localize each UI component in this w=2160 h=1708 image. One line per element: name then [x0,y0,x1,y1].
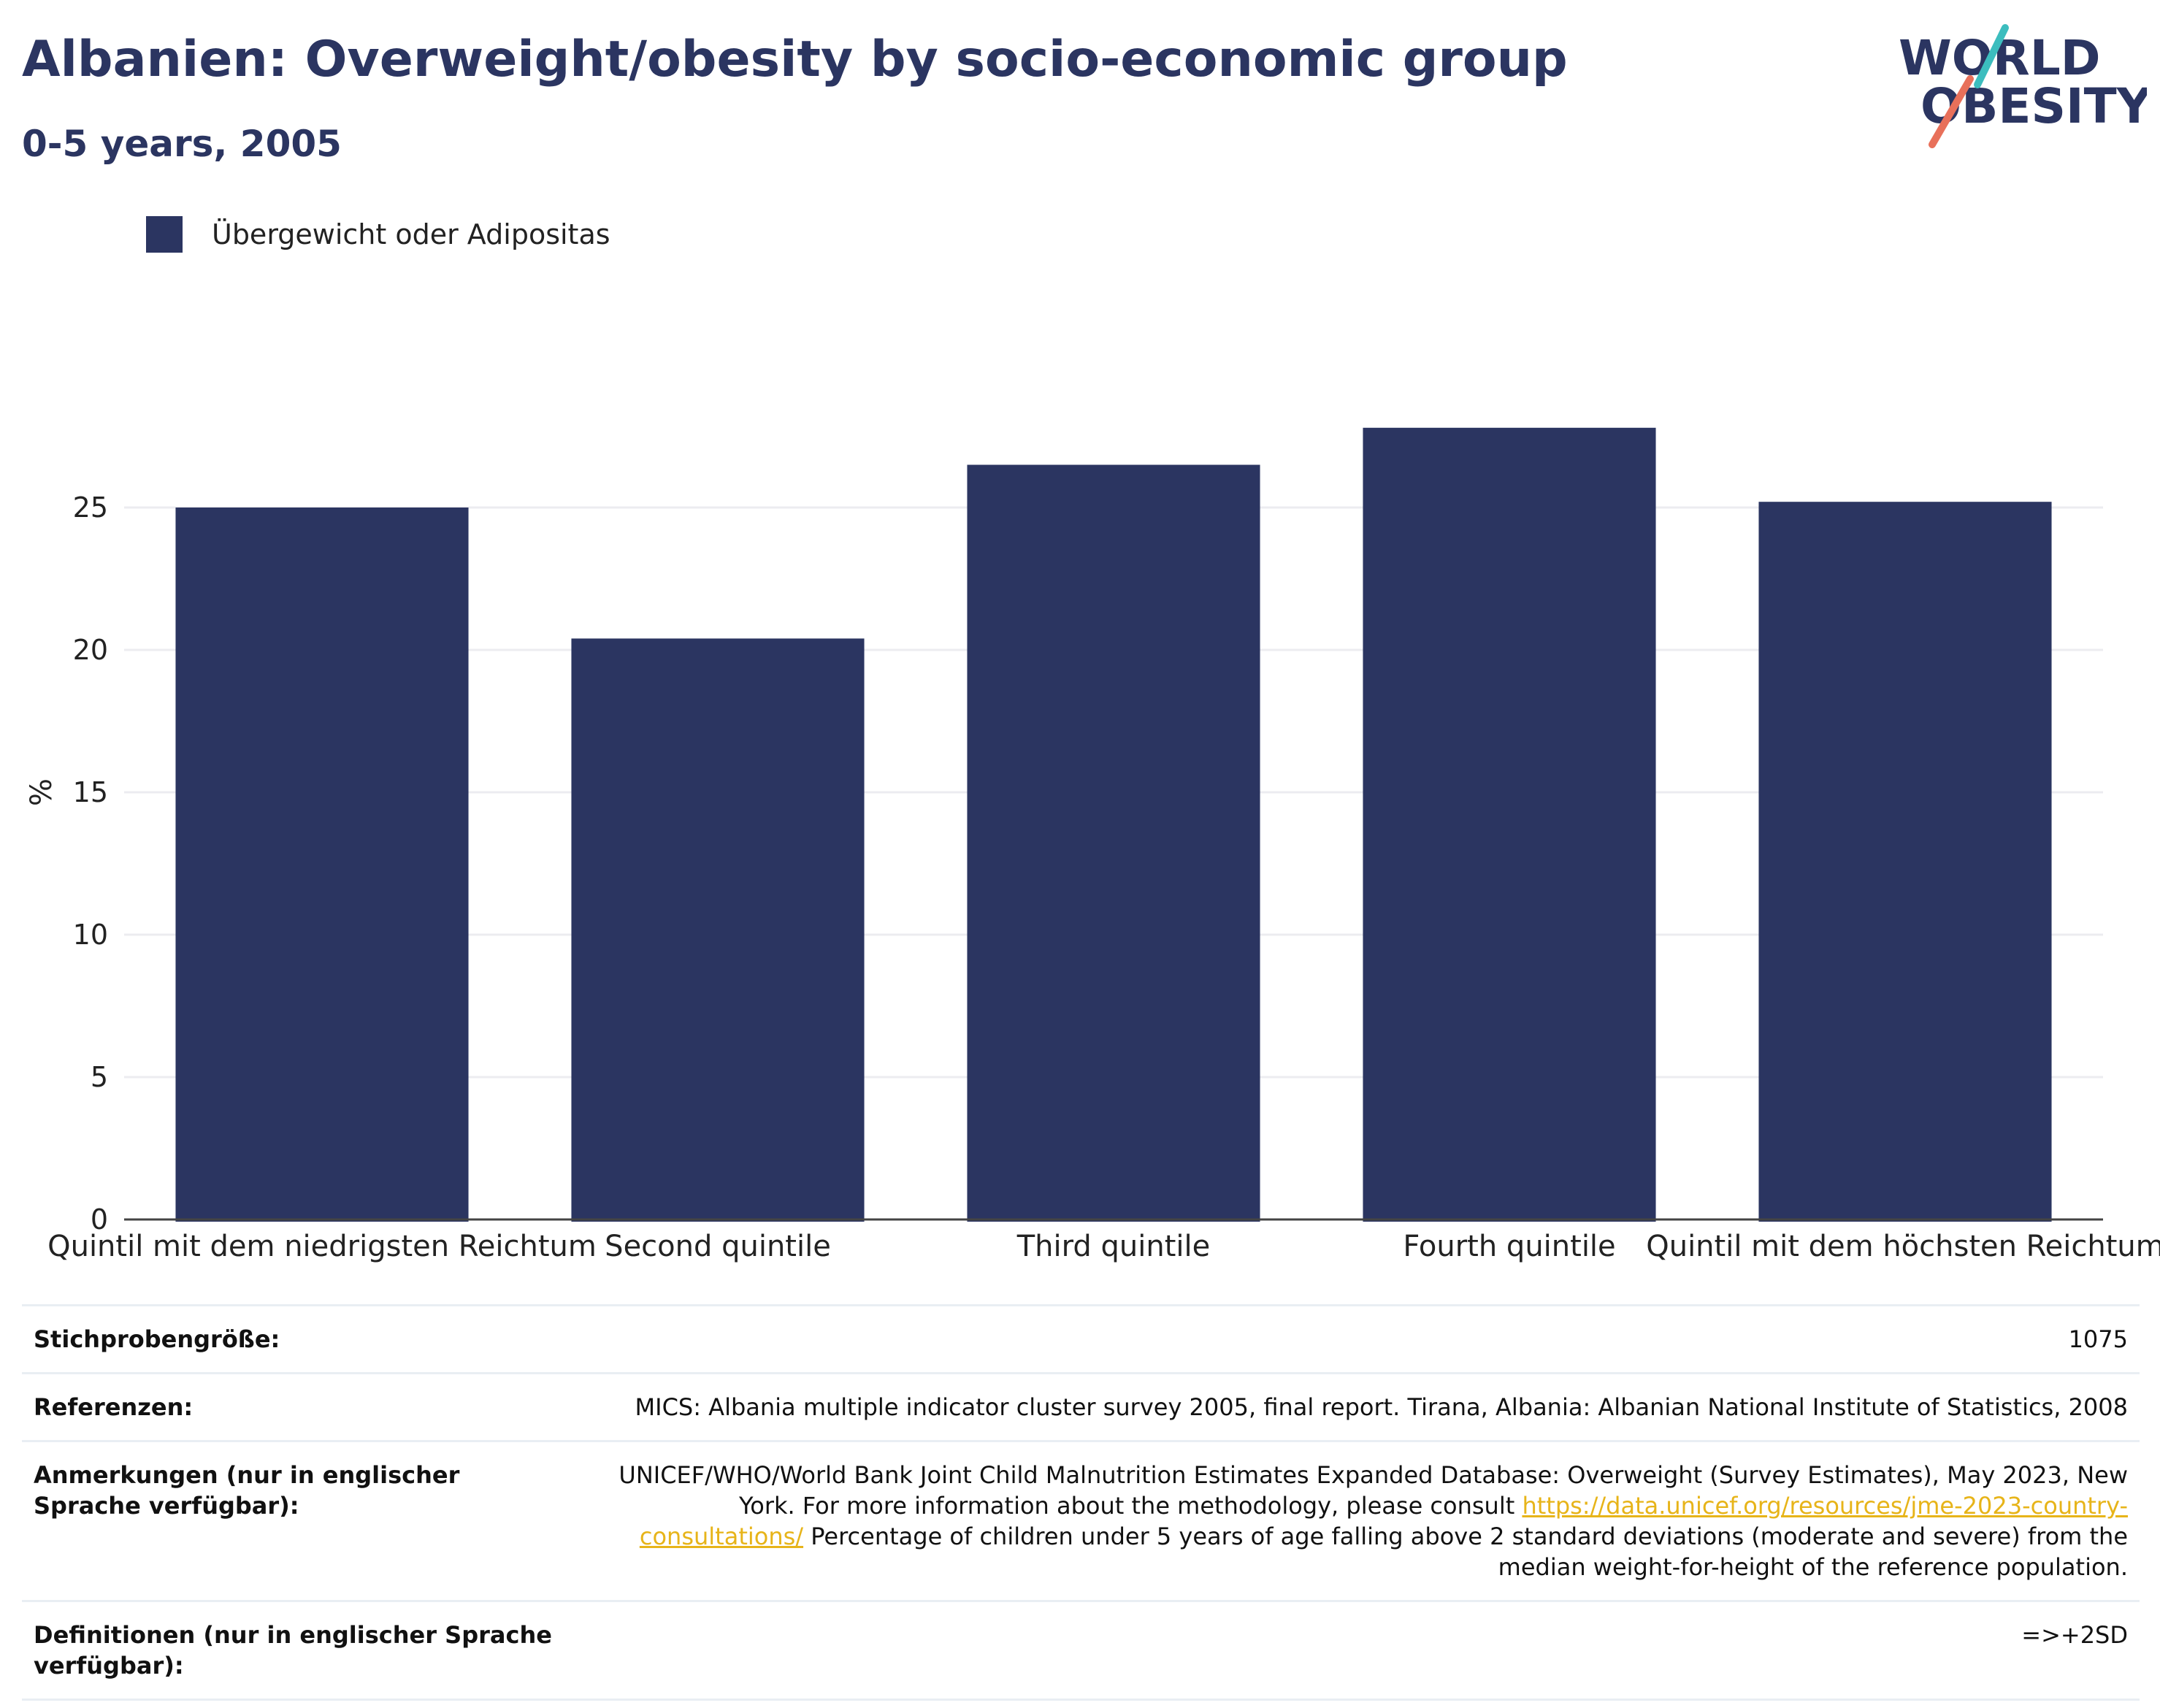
definitions-value: =>+2SD [586,1600,2140,1701]
notes-link[interactable]: https://data.unicef.org/resources/jme-20… [639,1492,2128,1550]
y-tick-label: 25 [73,491,108,524]
bar [571,638,865,1222]
legend-label: Übergewicht oder Adipositas [212,218,610,250]
y-tick-label: 10 [73,919,108,951]
y-tick-label: 20 [73,634,108,666]
logo-slash-coral [1929,75,1974,148]
sample-size-label: Stichprobengröße: [22,1304,586,1374]
info-row-notes: Anmerkungen (nur in englischer Sprache v… [22,1440,2140,1602]
info-row-definitions: Definitionen (nur in englischer Sprache … [22,1600,2140,1701]
x-tick-label: Fourth quintile [1403,1230,1615,1263]
y-tick-label: 15 [73,776,108,808]
x-tick-label: Quintil mit dem höchsten Reichtum [1646,1230,2160,1263]
y-tick-label: 0 [91,1203,108,1236]
legend-swatch [146,216,183,253]
bar [1758,502,2052,1222]
info-table: Stichprobengröße: 1075 Referenzen: MICS:… [22,1304,2140,1701]
page-title: Albanien: Overweight/obesity by socio-ec… [22,31,1568,88]
definitions-label: Definitionen (nur in englischer Sprache … [22,1600,586,1701]
x-tick-label: Third quintile [1016,1230,1210,1263]
x-tick-label: Quintil mit dem niedrigsten Reichtum [47,1230,597,1263]
page-subtitle: 0-5 years, 2005 [22,123,342,165]
x-tick-label: Second quintile [605,1230,831,1263]
bar [175,508,469,1222]
y-axis-label: % [25,778,58,806]
logo-slash-teal [1974,24,2009,88]
notes-value: UNICEF/WHO/World Bank Joint Child Malnut… [586,1440,2140,1602]
notes-label: Anmerkungen (nur in englischer Sprache v… [22,1440,586,1602]
references-label: Referenzen: [22,1372,586,1442]
info-row-references: Referenzen: MICS: Albania multiple indic… [22,1372,2140,1442]
notes-text-1: UNICEF/WHO/World Bank Joint Child Malnut… [618,1461,2128,1520]
notes-text-2: Percentage of children under 5 years of … [811,1523,2128,1581]
bar [1363,427,1656,1222]
world-obesity-logo: WORLD OBESITY [1899,24,2147,148]
bar [967,464,1260,1222]
sample-size-value: 1075 [586,1304,2140,1374]
y-tick-label: 5 [91,1061,108,1093]
bar-chart: 0 5 10 15 20 25% Quintil mit dem niedrigsten R… [25,427,2160,1263]
chart-legend[interactable]: Übergewicht oder Adipositas [146,216,610,253]
info-row-sample-size: Stichprobengröße: 1075 [22,1304,2140,1374]
references-value: MICS: Albania multiple indicator cluster… [586,1372,2140,1442]
